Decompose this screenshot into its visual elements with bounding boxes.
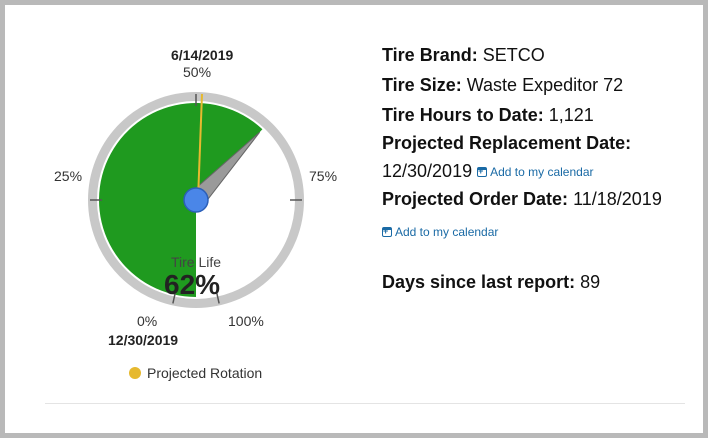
projected-replacement-value-row: 12/30/2019 Add to my calendar bbox=[382, 161, 594, 182]
tire-life-label: Tire Life bbox=[171, 254, 222, 270]
projected-rotation-line bbox=[197, 93, 203, 201]
gauge-bottom-date: 12/30/2019 bbox=[108, 332, 179, 348]
projected-rotation-legend-icon bbox=[129, 367, 141, 379]
tire-hours-value: 1,121 bbox=[548, 105, 594, 125]
gauge-tick-0 bbox=[172, 291, 177, 304]
add-to-calendar-order-row: Add to my calendar bbox=[382, 221, 498, 242]
tire-life-value: 62% bbox=[164, 269, 221, 300]
projected-order-label: Projected Order Date: bbox=[382, 189, 569, 209]
projected-replacement-value: 12/30/2019 bbox=[382, 161, 473, 181]
gauge-tick-50: 50% bbox=[183, 64, 212, 80]
divider bbox=[45, 403, 685, 404]
add-to-calendar-label: Add to my calendar bbox=[395, 225, 499, 239]
days-since-row: Days since last report: 89 bbox=[382, 272, 600, 293]
add-to-calendar-label: Add to my calendar bbox=[490, 165, 594, 179]
gauge-tick-75: 75% bbox=[309, 168, 338, 184]
projected-order-value: 11/18/2019 bbox=[573, 189, 662, 209]
gauge-hub bbox=[183, 187, 209, 213]
days-since-label: Days since last report: bbox=[382, 272, 576, 292]
tire-brand-label: Tire Brand: bbox=[382, 45, 478, 65]
tire-brand-value: SETCO bbox=[482, 45, 545, 65]
tire-life-fill bbox=[98, 102, 263, 297]
gauge-tick-25: 25% bbox=[54, 168, 83, 184]
tire-size-row: Tire Size: Waste Expeditor 72 bbox=[382, 75, 623, 96]
projected-replacement-label: Projected Replacement Date: bbox=[382, 133, 632, 153]
add-to-calendar-link-replacement[interactable]: Add to my calendar bbox=[477, 165, 594, 179]
gauge-top-date: 6/14/2019 bbox=[171, 47, 234, 63]
days-since-value: 89 bbox=[580, 272, 601, 292]
tire-hours-row: Tire Hours to Date: 1,121 bbox=[382, 105, 594, 126]
tire-size-label: Tire Size: bbox=[382, 75, 462, 95]
gauge-tick-100 bbox=[215, 291, 220, 304]
legend: Projected Rotation bbox=[129, 365, 262, 381]
projected-replacement-row: Projected Replacement Date: bbox=[382, 133, 631, 154]
add-to-calendar-link-order[interactable]: Add to my calendar bbox=[382, 225, 498, 239]
calendar-add-icon bbox=[477, 166, 488, 177]
projected-rotation-legend-label: Projected Rotation bbox=[147, 365, 263, 381]
tire-size-value: Waste Expeditor 72 bbox=[466, 75, 624, 95]
gauge-tick-100: 100% bbox=[228, 313, 264, 329]
tire-hours-label: Tire Hours to Date: bbox=[382, 105, 544, 125]
tire-brand-row: Tire Brand: SETCO bbox=[382, 45, 545, 66]
gauge-tick-0: 0% bbox=[137, 313, 158, 329]
tire-life-gauge: 6/14/2019 50% 25% 75% 0% 100% 12/30/2019… bbox=[5, 5, 365, 405]
gauge-graphic bbox=[88, 92, 304, 308]
calendar-add-icon bbox=[382, 226, 392, 237]
projected-order-row: Projected Order Date: 11/18/2019 bbox=[382, 189, 662, 210]
